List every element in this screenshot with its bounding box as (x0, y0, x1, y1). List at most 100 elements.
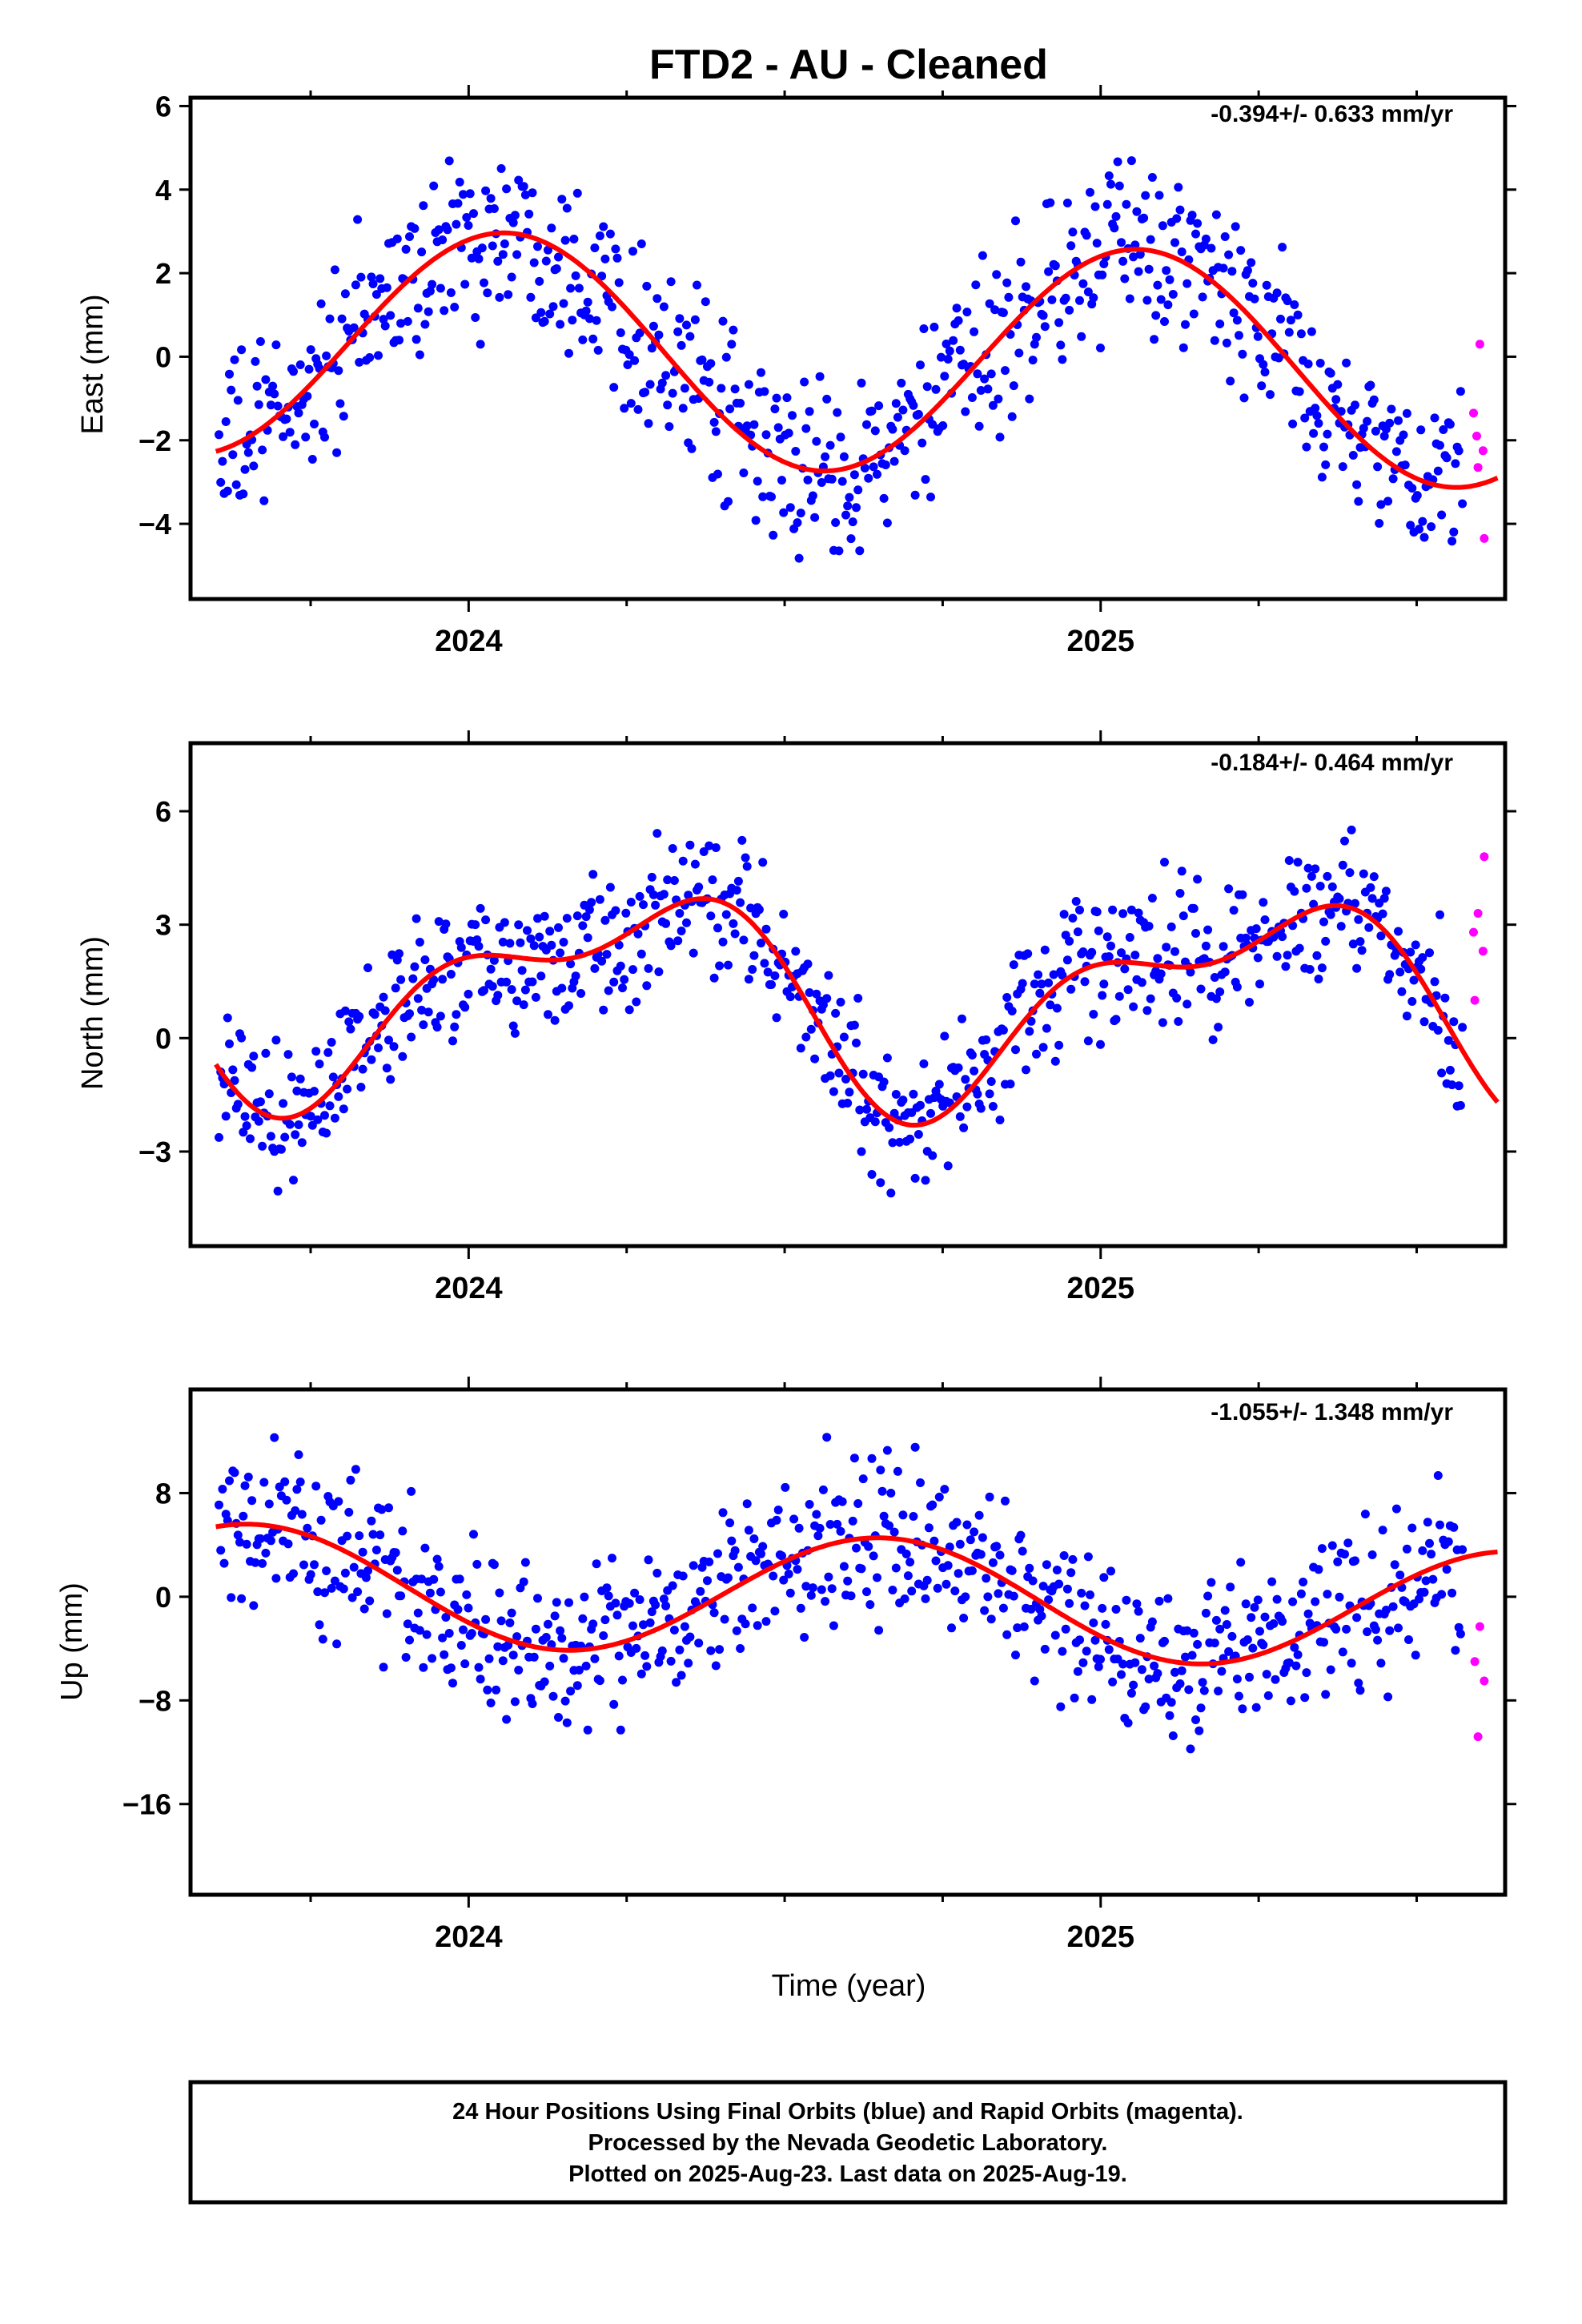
up-final-point (344, 1507, 354, 1517)
up-final-point (609, 1699, 619, 1709)
up-final-point (933, 1583, 942, 1593)
north-final-point (1118, 909, 1128, 919)
east-final-point (926, 493, 935, 502)
north-final-point (441, 919, 451, 929)
north-final-point (605, 883, 615, 892)
up-final-point (930, 1536, 939, 1546)
north-final-point (669, 876, 679, 885)
up-final-point (1201, 1608, 1211, 1618)
east-final-point (1001, 366, 1010, 376)
east-final-point (864, 473, 873, 483)
up-final-point (1187, 1651, 1197, 1660)
east-final-point (1229, 308, 1239, 318)
up-final-point (706, 1646, 716, 1655)
north-final-point (879, 1077, 889, 1087)
north-final-point (905, 1134, 915, 1144)
east-final-point (271, 340, 281, 350)
north-final-point (1290, 887, 1299, 896)
up-final-point (566, 1687, 576, 1696)
north-final-point (1066, 984, 1076, 994)
up-final-point (1376, 1659, 1386, 1668)
up-final-point (1086, 1590, 1094, 1599)
north-final-point (292, 1086, 302, 1096)
east-final-point (659, 302, 669, 312)
east-final-point (711, 427, 721, 436)
up-final-point (642, 1662, 652, 1671)
east-y-tick-label: 4 (155, 174, 171, 207)
north-final-point (276, 1144, 286, 1154)
north-final-point (841, 1075, 850, 1084)
north-final-point (836, 997, 845, 1007)
up-final-point (282, 1495, 291, 1505)
north-final-point (471, 920, 480, 930)
east-final-point (808, 491, 817, 501)
up-final-point (1247, 1613, 1256, 1622)
up-final-point (510, 1697, 520, 1707)
east-final-point (453, 199, 463, 208)
north-final-point (985, 1089, 994, 1099)
up-final-point (967, 1566, 977, 1575)
north-final-point (529, 941, 539, 951)
east-final-point (897, 378, 906, 388)
east-final-point (1189, 309, 1199, 319)
east-final-point (810, 513, 820, 522)
north-final-point (481, 915, 491, 925)
north-final-point (237, 1033, 247, 1043)
up-final-point (1001, 1496, 1010, 1506)
east-final-point (564, 348, 573, 358)
east-final-point (831, 518, 841, 527)
up-final-point (1050, 1630, 1060, 1640)
east-final-point (249, 461, 259, 471)
up-final-point (242, 1539, 251, 1549)
east-final-point (1388, 474, 1398, 484)
north-final-point (429, 975, 439, 984)
up-final-point (313, 1587, 323, 1597)
north-final-point (834, 1068, 844, 1078)
east-final-point (556, 320, 565, 329)
up-final-point (1215, 1624, 1225, 1634)
east-final-point (440, 306, 449, 316)
north-final-point (587, 898, 596, 907)
east-final-point (1114, 181, 1124, 191)
east-final-point (1174, 183, 1183, 192)
east-final-point (1062, 199, 1072, 207)
east-final-point (1191, 229, 1200, 239)
up-final-point (1245, 1672, 1254, 1682)
up-final-point (1090, 1635, 1100, 1645)
east-final-point (1165, 275, 1174, 284)
north-final-point (287, 1072, 296, 1082)
up-final-point (781, 1482, 790, 1492)
up-final-point (1238, 1704, 1247, 1714)
north-final-point (611, 906, 620, 915)
east-final-point (413, 304, 423, 313)
east-final-point (1248, 279, 1258, 288)
north-y-tick-label: −3 (139, 1136, 171, 1168)
east-final-point (334, 366, 343, 376)
up-final-point (1360, 1510, 1370, 1519)
east-final-point (1272, 288, 1282, 298)
up-final-point (1126, 1688, 1136, 1698)
east-final-point (1278, 243, 1287, 252)
up-final-point (800, 1633, 809, 1642)
up-final-point (651, 1600, 661, 1610)
north-final-point (1303, 863, 1313, 873)
east-final-point (1086, 187, 1094, 197)
up-final-point (772, 1515, 781, 1525)
north-final-point (633, 929, 643, 939)
north-final-point (1312, 951, 1322, 960)
north-final-point (273, 1186, 283, 1196)
east-final-point (1207, 243, 1216, 253)
up-final-point (237, 1594, 247, 1603)
east-final-point (779, 508, 789, 517)
up-final-point (947, 1623, 956, 1633)
east-final-point (706, 359, 716, 368)
up-final-point (215, 1500, 223, 1510)
north-final-point (346, 1024, 355, 1034)
east-final-point (1302, 442, 1311, 452)
north-final-point (412, 914, 421, 923)
east-final-point (512, 250, 522, 259)
north-final-point (363, 963, 372, 972)
east-final-point (310, 420, 319, 428)
up-x-tick-label: 2024 (435, 1920, 503, 1954)
north-final-point (958, 1014, 966, 1023)
